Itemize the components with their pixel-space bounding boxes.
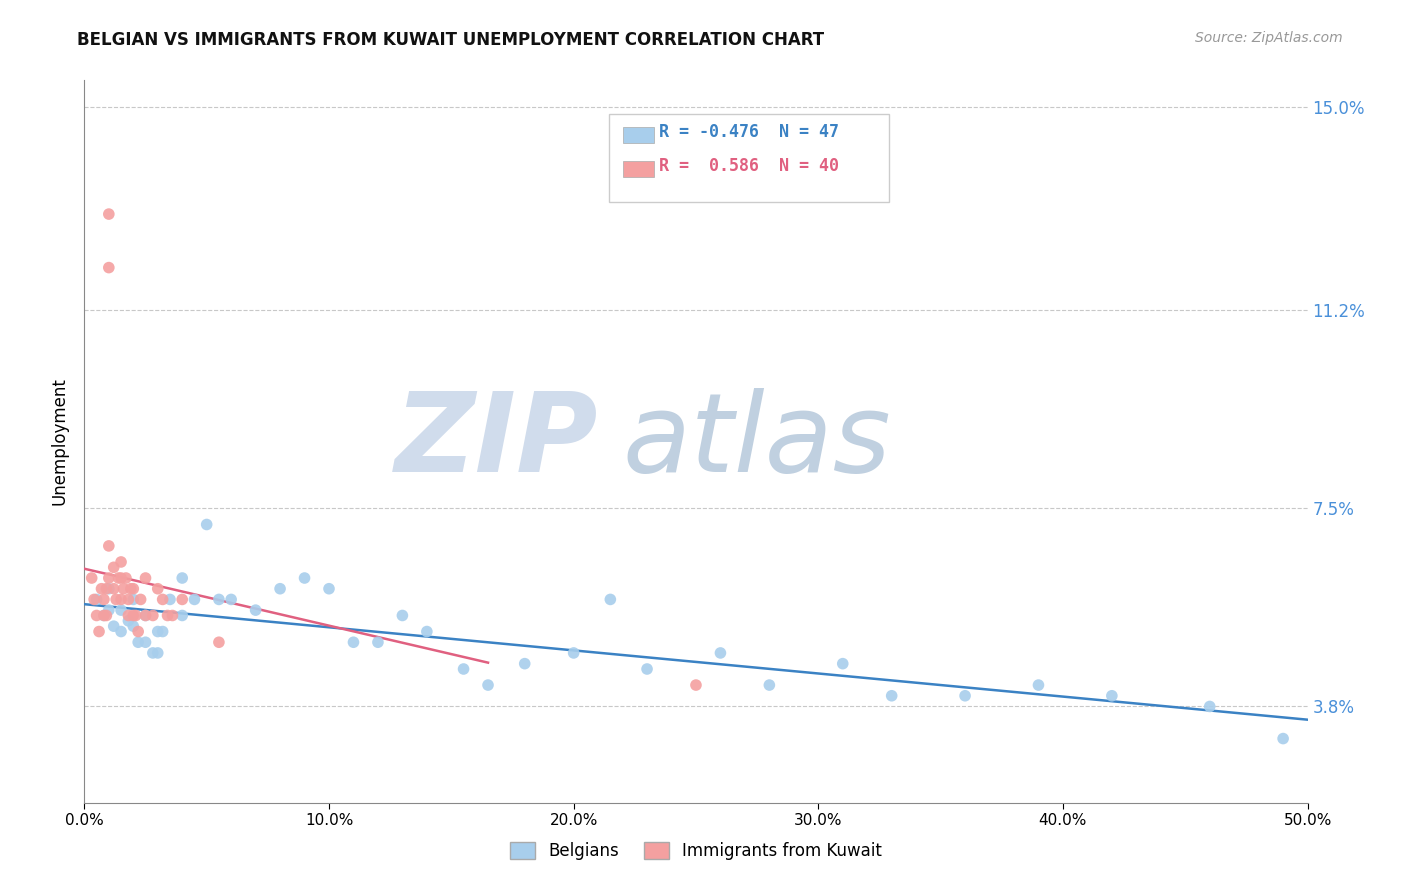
Point xyxy=(80,571,103,585)
Point xyxy=(96,582,118,596)
Point xyxy=(97,539,120,553)
Point xyxy=(513,657,536,671)
Point xyxy=(110,555,132,569)
Point xyxy=(96,608,118,623)
Point xyxy=(97,260,120,275)
Point xyxy=(83,592,105,607)
Point xyxy=(562,646,585,660)
Point xyxy=(294,571,316,585)
Point xyxy=(159,592,181,607)
Text: R = -0.476  N = 47: R = -0.476 N = 47 xyxy=(659,123,839,141)
Point xyxy=(135,608,157,623)
Point xyxy=(93,592,115,607)
Point xyxy=(127,624,149,639)
Point xyxy=(87,624,110,639)
Point xyxy=(110,624,132,639)
Point xyxy=(97,603,120,617)
Point xyxy=(208,635,231,649)
Point xyxy=(208,592,231,607)
Point xyxy=(162,608,184,623)
Point xyxy=(219,592,242,607)
Point xyxy=(135,571,157,585)
Point xyxy=(146,624,169,639)
Point xyxy=(156,608,179,623)
Point xyxy=(107,571,129,585)
Point xyxy=(105,592,128,607)
Point xyxy=(152,624,174,639)
Point xyxy=(758,678,780,692)
Point xyxy=(110,571,132,585)
Point xyxy=(110,592,132,607)
Point xyxy=(127,635,149,649)
Point xyxy=(110,603,132,617)
Point xyxy=(115,571,138,585)
Point xyxy=(453,662,475,676)
Point xyxy=(599,592,621,607)
Point xyxy=(129,592,152,607)
Point xyxy=(146,582,169,596)
Point xyxy=(367,635,389,649)
Point xyxy=(685,678,707,692)
Point xyxy=(135,635,157,649)
Point xyxy=(120,582,142,596)
Point xyxy=(391,608,413,623)
Point xyxy=(103,619,125,633)
Point xyxy=(86,608,108,623)
Point xyxy=(103,560,125,574)
Y-axis label: Unemployment: Unemployment xyxy=(51,377,69,506)
Point xyxy=(1272,731,1295,746)
Point xyxy=(172,608,194,623)
Point xyxy=(172,592,194,607)
Point xyxy=(122,592,145,607)
Point xyxy=(416,624,439,639)
Point xyxy=(97,571,120,585)
Point xyxy=(342,635,364,649)
Point xyxy=(636,662,658,676)
Text: R =  0.586  N = 40: R = 0.586 N = 40 xyxy=(659,157,839,175)
Point xyxy=(122,608,145,623)
Point xyxy=(477,678,499,692)
Point xyxy=(831,657,853,671)
Point xyxy=(86,592,108,607)
Point xyxy=(245,603,267,617)
Point xyxy=(172,571,194,585)
Text: Source: ZipAtlas.com: Source: ZipAtlas.com xyxy=(1195,31,1343,45)
Point xyxy=(117,608,139,623)
Point xyxy=(90,582,112,596)
Point xyxy=(142,608,165,623)
Point xyxy=(122,582,145,596)
Legend: Belgians, Immigrants from Kuwait: Belgians, Immigrants from Kuwait xyxy=(503,835,889,867)
Point xyxy=(117,614,139,628)
Point xyxy=(117,592,139,607)
Point xyxy=(93,608,115,623)
Point xyxy=(1198,699,1220,714)
Point xyxy=(880,689,903,703)
Text: atlas: atlas xyxy=(623,388,891,495)
Point xyxy=(709,646,731,660)
Point xyxy=(953,689,976,703)
Point xyxy=(1101,689,1123,703)
Point xyxy=(112,582,135,596)
Point xyxy=(1028,678,1050,692)
Text: ZIP: ZIP xyxy=(395,388,598,495)
Point xyxy=(142,646,165,660)
Point xyxy=(146,646,169,660)
Point xyxy=(183,592,205,607)
Point xyxy=(318,582,340,596)
Point xyxy=(195,517,218,532)
Point xyxy=(97,582,120,596)
Text: BELGIAN VS IMMIGRANTS FROM KUWAIT UNEMPLOYMENT CORRELATION CHART: BELGIAN VS IMMIGRANTS FROM KUWAIT UNEMPL… xyxy=(77,31,824,49)
Point xyxy=(103,582,125,596)
Point xyxy=(122,619,145,633)
Point xyxy=(93,608,115,623)
Point xyxy=(135,608,157,623)
Point xyxy=(269,582,291,596)
Point xyxy=(152,592,174,607)
Point xyxy=(97,207,120,221)
Point xyxy=(125,608,148,623)
